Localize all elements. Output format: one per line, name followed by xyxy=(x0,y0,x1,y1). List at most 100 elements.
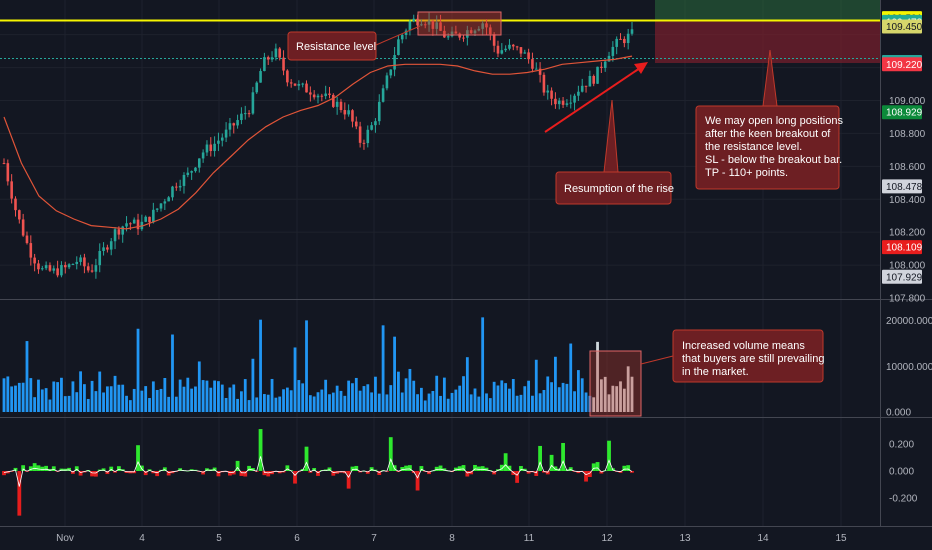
oscillator-bar xyxy=(457,466,462,471)
oscillator-bar xyxy=(473,464,477,471)
candle-body xyxy=(420,24,423,26)
oscillator-bar xyxy=(243,471,248,477)
volume-bar xyxy=(538,393,542,412)
oscillator-bar xyxy=(526,471,531,474)
volume-tick-label: 0.000 xyxy=(886,408,911,419)
volume-bar xyxy=(159,388,163,412)
volume-bar xyxy=(423,400,427,412)
candle-body xyxy=(240,113,243,121)
volume-bar xyxy=(450,392,454,412)
volume-bar xyxy=(10,386,14,412)
candle-body xyxy=(171,186,174,198)
long-position-callout-line-4: SL - below the breakout bar. xyxy=(705,154,842,166)
oscillator-bar xyxy=(270,471,274,475)
volume-bar xyxy=(205,380,209,412)
oscillator-bar xyxy=(28,466,33,471)
volume-bar xyxy=(232,384,236,412)
oscillator-bar xyxy=(453,467,458,471)
oscillator-bar xyxy=(553,466,558,471)
candle-body xyxy=(454,31,458,34)
candle-body xyxy=(588,75,592,87)
volume-bar xyxy=(278,396,282,412)
volume-bar xyxy=(86,398,90,412)
oscillator-bar xyxy=(166,471,171,476)
oscillator-bar xyxy=(266,471,271,477)
volume-bar xyxy=(44,388,48,412)
candle-body xyxy=(504,48,507,51)
oscillator-bar xyxy=(78,471,83,476)
oscillator-bar xyxy=(469,471,474,475)
oscillator-bar xyxy=(465,471,470,477)
candle-body xyxy=(113,229,117,242)
candle-body xyxy=(94,265,98,272)
volume-bar xyxy=(619,381,622,412)
resistance-highlight-box xyxy=(417,11,502,36)
volume-bar xyxy=(289,390,293,412)
volume-bar xyxy=(197,361,201,412)
candle-body xyxy=(427,20,431,25)
volume-bar xyxy=(374,376,377,412)
volume-bar xyxy=(412,380,416,412)
volume-bar xyxy=(255,397,259,412)
oscillator-bar xyxy=(90,471,94,477)
volume-bar xyxy=(580,378,584,412)
volume-bar xyxy=(324,379,328,412)
price-axis-labels: 109.501109.478109.45006:41109.220108.929… xyxy=(882,11,923,284)
oscillator-bar xyxy=(591,463,596,471)
oscillator-tick-label: 0.000 xyxy=(889,467,914,478)
oscillator-bar xyxy=(568,467,573,471)
candle-body xyxy=(224,129,228,138)
volume-bar xyxy=(504,383,508,412)
candle-body xyxy=(397,39,400,56)
candle-body xyxy=(163,201,167,204)
candle-body xyxy=(531,59,534,69)
oscillator-bar xyxy=(461,465,466,471)
candle-body xyxy=(370,125,373,130)
volume-bar xyxy=(148,398,151,412)
volume-bar xyxy=(508,388,511,412)
candle-body xyxy=(194,167,197,172)
candle-body xyxy=(144,216,147,222)
oscillator-bar xyxy=(442,468,447,471)
candle-body xyxy=(335,101,339,107)
volume-bar xyxy=(343,395,347,412)
oscillator-bar xyxy=(549,454,554,471)
candle-body xyxy=(125,223,128,227)
volume-bar xyxy=(251,358,255,412)
candle-body xyxy=(106,247,109,250)
volume-bar xyxy=(102,392,105,412)
candle-body xyxy=(347,110,350,115)
candle-body xyxy=(178,185,182,188)
oscillator-bar xyxy=(101,468,106,471)
candle-body xyxy=(481,23,484,29)
candle-body xyxy=(129,223,132,225)
volume-bar xyxy=(561,382,565,412)
volume-bar xyxy=(592,397,596,412)
volume-bar xyxy=(316,392,320,412)
oscillator-bar xyxy=(415,471,420,491)
oscillator-bar xyxy=(419,466,424,471)
oscillator-bar xyxy=(2,471,6,476)
candle-body xyxy=(148,216,151,223)
oscillator-bar xyxy=(499,464,504,471)
candle-body xyxy=(44,265,48,269)
volume-bar xyxy=(140,390,144,412)
volume-bar xyxy=(220,384,224,412)
oscillator-bar xyxy=(480,466,485,471)
volume-bar xyxy=(351,383,354,412)
volume-bar xyxy=(527,380,531,412)
oscillator-bar xyxy=(476,466,481,471)
volume-bar xyxy=(171,334,174,412)
volume-bar xyxy=(573,391,576,412)
volume-bar xyxy=(79,371,82,412)
oscillator-bar xyxy=(235,460,240,471)
candle-body xyxy=(515,46,519,48)
volume-bar xyxy=(21,382,25,412)
candle-body xyxy=(500,50,504,54)
candle-body xyxy=(523,52,527,54)
oscillator-bar xyxy=(162,467,167,471)
volume-bar xyxy=(247,400,251,412)
volume-bar xyxy=(301,383,305,412)
candle-body xyxy=(596,66,599,84)
